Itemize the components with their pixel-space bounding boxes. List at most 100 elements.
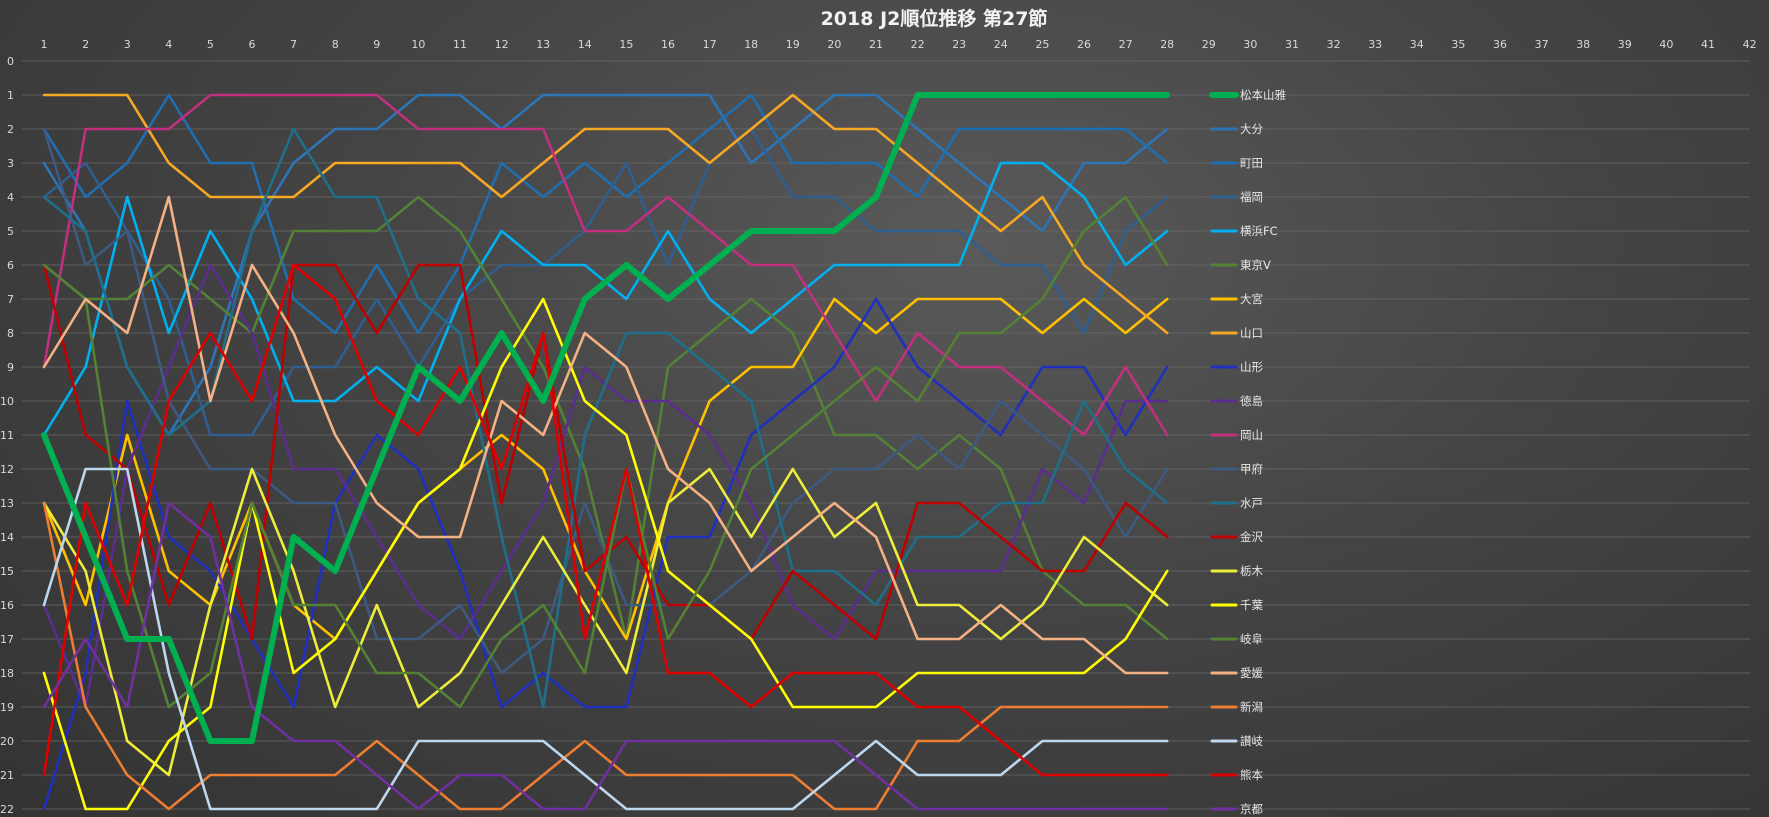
legend-label: 甲府	[1240, 462, 1263, 476]
legend-label: 徳島	[1240, 394, 1263, 408]
x-tick-label: 9	[373, 38, 380, 51]
x-tick-label: 25	[1035, 38, 1049, 51]
series-line	[41, 92, 1171, 744]
series-line	[42, 467, 1169, 811]
x-tick-label: 30	[1243, 38, 1257, 51]
x-tick-label: 7	[290, 38, 297, 51]
legend-label: 讃岐	[1240, 734, 1263, 748]
x-tick-label: 42	[1743, 38, 1757, 51]
x-tick-label: 23	[952, 38, 966, 51]
y-tick-label: 22	[0, 803, 14, 816]
legend-label: 大宮	[1240, 292, 1263, 306]
legend-label: 岐阜	[1240, 632, 1263, 646]
series-line	[42, 195, 1169, 675]
legend-label: 千葉	[1240, 598, 1263, 612]
x-tick-label: 16	[661, 38, 675, 51]
legend-label: 山口	[1240, 326, 1263, 340]
x-tick-label: 3	[124, 38, 131, 51]
series-line	[42, 195, 1169, 709]
x-tick-label: 34	[1410, 38, 1424, 51]
x-tick-label: 27	[1119, 38, 1133, 51]
x-tick-label: 18	[744, 38, 758, 51]
y-tick-label: 11	[0, 429, 14, 442]
series-line	[42, 501, 1169, 811]
series-line	[42, 93, 1169, 437]
legend-label: 福岡	[1240, 190, 1263, 204]
x-tick-label: 24	[994, 38, 1008, 51]
x-tick-label: 26	[1077, 38, 1091, 51]
y-tick-label: 5	[7, 225, 14, 238]
x-tick-label: 31	[1285, 38, 1299, 51]
series-line	[42, 297, 1169, 641]
x-tick-label: 11	[453, 38, 467, 51]
y-tick-label: 20	[0, 735, 14, 748]
legend-label: 横浜FC	[1240, 224, 1278, 238]
y-tick-label: 16	[0, 599, 14, 612]
y-tick-label: 0	[7, 55, 14, 68]
legend-label: 新潟	[1240, 700, 1263, 714]
y-tick-label: 4	[7, 191, 14, 204]
x-tick-label: 21	[869, 38, 883, 51]
y-tick-label: 14	[0, 531, 14, 544]
x-tick-label: 6	[249, 38, 256, 51]
x-tick-label: 17	[703, 38, 717, 51]
series-lines	[41, 92, 1171, 811]
y-tick-label: 12	[0, 463, 14, 476]
x-tick-label: 14	[578, 38, 592, 51]
x-tick-label: 37	[1535, 38, 1549, 51]
y-tick-label: 18	[0, 667, 14, 680]
x-tick-label: 41	[1701, 38, 1715, 51]
x-tick-label: 13	[536, 38, 550, 51]
legend-label: 京都	[1240, 802, 1263, 816]
x-tick-label: 8	[332, 38, 339, 51]
x-tick-label: 20	[827, 38, 841, 51]
series-line	[42, 467, 1169, 777]
legend-label: 岡山	[1240, 428, 1263, 442]
y-tick-label: 15	[0, 565, 14, 578]
y-tick-label: 8	[7, 327, 14, 340]
y-tick-label: 3	[7, 157, 14, 170]
x-tick-label: 38	[1576, 38, 1590, 51]
series-line	[42, 263, 1169, 641]
x-tick-label: 10	[411, 38, 425, 51]
legend-label: 金沢	[1240, 530, 1263, 544]
x-tick-label: 35	[1451, 38, 1465, 51]
x-tick-label: 15	[619, 38, 633, 51]
x-tick-label: 36	[1493, 38, 1507, 51]
x-tick-label: 2	[82, 38, 89, 51]
x-tick-label: 1	[41, 38, 48, 51]
y-tick-label: 1	[7, 89, 14, 102]
series-line	[42, 127, 1169, 437]
series-line	[42, 93, 1169, 335]
x-tick-label: 28	[1160, 38, 1174, 51]
legend-label: 大分	[1240, 122, 1263, 136]
legend-label: 水戸	[1240, 496, 1263, 510]
x-tick-label: 4	[165, 38, 172, 51]
legend-label: 松本山雅	[1240, 88, 1286, 102]
legend-label: 山形	[1240, 360, 1263, 374]
x-tick-label: 32	[1327, 38, 1341, 51]
legend-label: 愛媛	[1240, 666, 1263, 680]
y-tick-label: 2	[7, 123, 14, 136]
y-tick-label: 17	[0, 633, 14, 646]
y-tick-label: 7	[7, 293, 14, 306]
legend-label: 東京V	[1240, 258, 1271, 272]
x-tick-label: 5	[207, 38, 214, 51]
y-tick-label: 19	[0, 701, 14, 714]
series-line	[42, 93, 1169, 335]
series-line	[42, 297, 1169, 811]
x-tick-label: 19	[786, 38, 800, 51]
x-tick-label: 29	[1202, 38, 1216, 51]
y-tick-label: 10	[0, 395, 14, 408]
x-axis-ticks: 1 2 3 4 5 6 7 8 9 10 11 12 13 14 15 16 17 18 19 20 21 22 23 24 2…	[41, 38, 1757, 51]
series-line	[42, 263, 1169, 777]
legend-label: 熊本	[1240, 768, 1263, 782]
chart-title: 2018 J2順位推移 第27節	[821, 7, 1048, 30]
x-tick-label: 12	[495, 38, 509, 51]
y-tick-label: 13	[0, 497, 14, 510]
x-tick-label: 40	[1659, 38, 1673, 51]
x-tick-label: 33	[1368, 38, 1382, 51]
